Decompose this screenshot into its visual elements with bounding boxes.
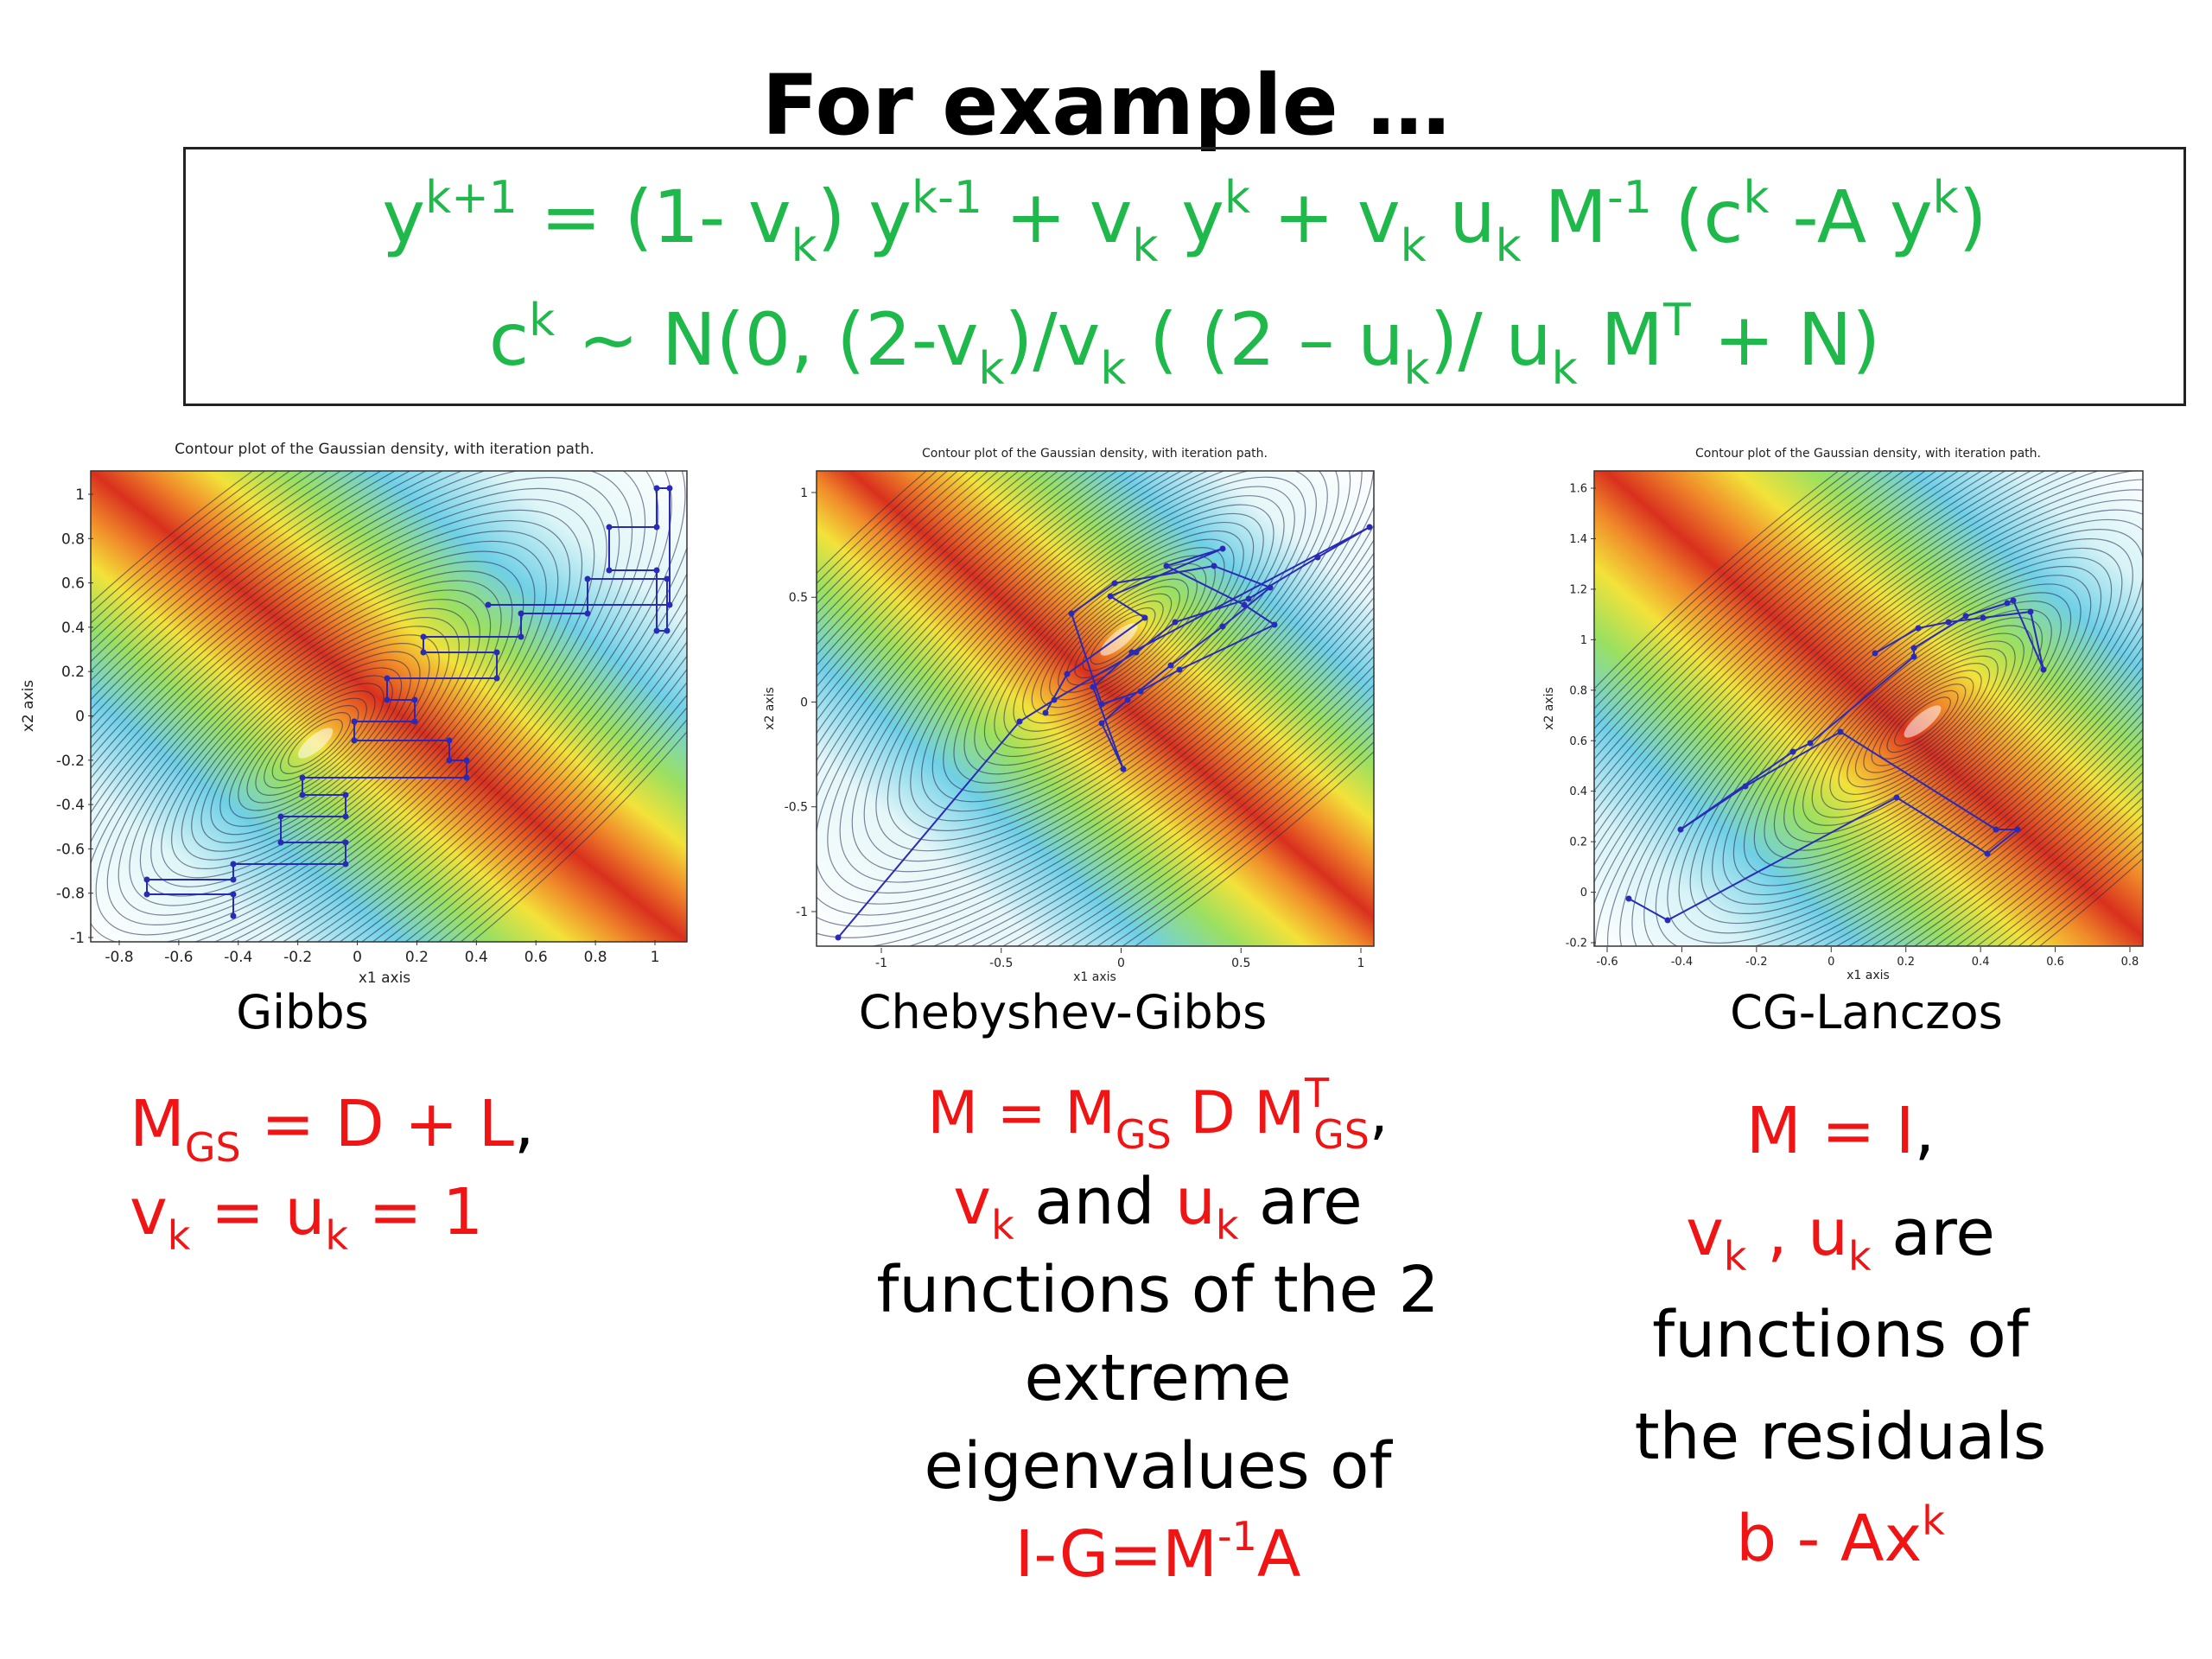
x-axis-label: x1 axis	[359, 969, 410, 987]
chebyshev-gibbs-plot: Contour plot of the Gaussian density, wi…	[756, 445, 1395, 998]
y-axis-label: x2 axis	[763, 687, 777, 730]
x-tick-label: 0.8	[584, 949, 607, 966]
update-equation: yk+1 = (1- vk) yk-1 + vk yk + vk uk M-1 …	[382, 172, 1987, 272]
plot-title: Contour plot of the Gaussian density, wi…	[922, 447, 1268, 461]
y-axis-label: x2 axis	[1542, 687, 1556, 730]
noise-equation: ck ~ N(0, (2-vk)/vk ( (2 – uk)/ uk MT + …	[488, 295, 1881, 395]
gibbs-label: Gibbs	[236, 985, 369, 1039]
y-tick-label: 0.8	[61, 531, 85, 548]
chebyshev-gibbs-label: Chebyshev-Gibbs	[858, 985, 1268, 1039]
y-tick-label: 0	[800, 696, 808, 709]
y-tick-label: -0.8	[56, 886, 85, 903]
plot-frame	[1593, 470, 2144, 947]
y-tick-label: -0.5	[785, 801, 808, 815]
y-axis-label: x2 axis	[20, 680, 37, 732]
x-tick-label: -0.6	[164, 949, 193, 966]
y-tick-label: -0.2	[1566, 938, 1587, 950]
x-tick-label: 0.6	[524, 949, 548, 966]
x-tick-label: 1	[651, 949, 660, 966]
x-tick-label: 0.8	[2121, 956, 2139, 969]
y-tick-label: 1.6	[1569, 483, 1587, 496]
cg-lanczos-label: CG-Lanczos	[1730, 985, 2003, 1039]
x-tick-label: 0.6	[2046, 956, 2064, 969]
gibbs-plot: Contour plot of the Gaussian density, wi…	[17, 436, 709, 989]
gibbs-description: MGS = D + L, vk = uk = 1	[130, 1087, 535, 1259]
chebyshev-gibbs-description: M = MGS D MTGS, vk and uk are functions …	[876, 1070, 1440, 1592]
x-tick-label: -0.8	[105, 949, 133, 966]
x-tick-label: -0.6	[1596, 956, 1618, 969]
y-tick-label: 0.8	[1569, 684, 1587, 697]
x-tick-label: 0.2	[1897, 956, 1915, 969]
y-tick-label: 0.6	[61, 575, 85, 593]
y-tick-label: 1	[75, 486, 85, 504]
x-tick-label: 0.5	[1231, 957, 1250, 970]
y-tick-label: 0	[75, 708, 85, 725]
y-tick-label: 1.4	[1569, 533, 1587, 546]
y-tick-label: 0	[1580, 887, 1587, 899]
x-tick-label: -0.2	[283, 949, 312, 966]
x-axis-label: x1 axis	[1073, 970, 1116, 984]
equation-box: yk+1 = (1- vk) yk-1 + vk yk + vk uk M-1 …	[183, 147, 2186, 406]
y-tick-label: 0.5	[789, 591, 808, 605]
y-tick-label: -0.4	[56, 797, 85, 814]
x-tick-label: -0.4	[1671, 956, 1693, 969]
y-tick-label: -1	[70, 930, 85, 947]
y-tick-label: -0.6	[56, 841, 85, 858]
x-tick-label: 0.4	[1972, 956, 1990, 969]
x-axis-label: x1 axis	[1847, 969, 1890, 982]
y-tick-label: 1	[1580, 634, 1587, 647]
x-tick-label: -0.4	[224, 949, 252, 966]
y-tick-label: 0.4	[61, 620, 85, 637]
y-tick-label: 1	[800, 486, 808, 500]
slide-title: For example …	[761, 57, 1451, 154]
plot-frame	[90, 470, 688, 943]
cg-lanczos-description: M = I, vk , uk are functions of the resi…	[1634, 1094, 2047, 1576]
y-tick-label: 0.2	[61, 664, 85, 681]
plot-title: Contour plot of the Gaussian density, wi…	[175, 441, 594, 458]
x-tick-label: 0	[1117, 957, 1125, 970]
y-tick-label: 0.4	[1569, 785, 1587, 798]
y-tick-label: -0.2	[56, 753, 85, 770]
y-tick-label: 0.2	[1569, 836, 1587, 849]
x-tick-label: -1	[875, 957, 887, 970]
x-tick-label: 0	[353, 949, 362, 966]
x-tick-label: 0.4	[465, 949, 488, 966]
plot-frame	[816, 470, 1375, 947]
cg-lanczos-plot: Contour plot of the Gaussian density, wi…	[1534, 445, 2173, 998]
plot-title: Contour plot of the Gaussian density, wi…	[1695, 447, 2041, 461]
x-tick-label: -0.5	[989, 957, 1013, 970]
x-tick-label: -0.2	[1745, 956, 1767, 969]
x-tick-label: 0	[1827, 956, 1834, 969]
y-tick-label: 1.2	[1569, 583, 1587, 596]
y-tick-label: -1	[796, 906, 808, 919]
x-tick-label: 0.2	[405, 949, 429, 966]
y-tick-label: 0.6	[1569, 735, 1587, 748]
x-tick-label: 1	[1357, 957, 1365, 970]
